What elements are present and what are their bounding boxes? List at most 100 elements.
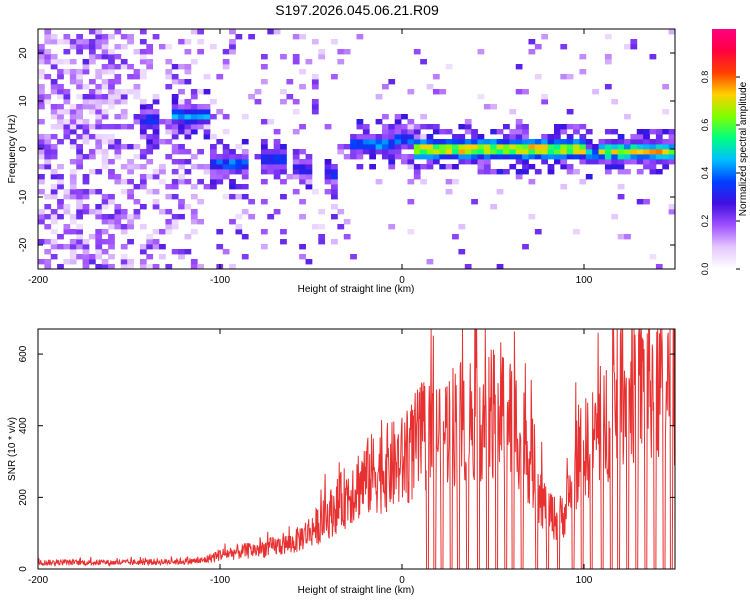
spectrogram-cell xyxy=(178,39,185,45)
spectrogram-cell xyxy=(114,204,122,210)
spectrogram-cell xyxy=(522,139,529,145)
spectrogram-cell xyxy=(57,109,64,115)
spectrogram-cell xyxy=(63,94,71,100)
spectrogram-cell xyxy=(38,189,45,195)
spectrogram-cell xyxy=(63,119,71,125)
spectrogram-cell xyxy=(553,159,561,165)
spectrogram-cell xyxy=(165,224,173,230)
spectrogram-cell xyxy=(101,164,109,170)
spectrogram-cell xyxy=(598,139,606,145)
spectrogram-cell xyxy=(452,144,459,150)
spectrogram-cell xyxy=(63,134,71,140)
spectrogram-cell xyxy=(120,259,128,265)
spectrogram-cell xyxy=(260,169,268,175)
spectrogram-cell xyxy=(241,174,249,180)
spectrogram-cell xyxy=(146,174,154,180)
spectrogram-cell xyxy=(604,59,612,65)
spectrogram-cell xyxy=(503,149,510,155)
spectrogram-cell xyxy=(426,84,434,90)
spectrogram-cell xyxy=(668,154,676,160)
spectrogram-cell xyxy=(133,119,141,125)
spectrogram-x-axis: -200 -100 0 100 xyxy=(28,29,593,286)
spectrogram-cell xyxy=(95,104,103,110)
spectrogram-cell xyxy=(44,144,52,150)
spectrogram-cell xyxy=(171,124,179,130)
spectrogram-cell xyxy=(426,149,434,155)
spectrogram-cell xyxy=(458,149,466,155)
spectrogram-cell xyxy=(69,39,77,45)
spectrogram-cell xyxy=(331,174,338,180)
spectrogram-cell xyxy=(280,169,287,175)
spectrogram-cell xyxy=(413,139,421,145)
spectrogram-cell xyxy=(381,129,389,135)
spectrogram-cell xyxy=(139,59,147,65)
spectrogram-cell xyxy=(38,119,45,125)
spectrogram-cell xyxy=(260,154,268,160)
spectrogram-cell xyxy=(643,154,650,160)
spectrogram-cell xyxy=(280,144,287,150)
spectrogram-cell xyxy=(178,79,185,85)
spectrogram-cell xyxy=(324,169,332,175)
spectrogram-cell xyxy=(420,179,427,185)
spectrogram-cell xyxy=(356,134,364,140)
spectrogram-cell xyxy=(159,169,166,175)
spectrogram-cell xyxy=(280,179,287,185)
spectrogram-cell xyxy=(190,124,198,130)
spectrogram-cell xyxy=(133,164,141,170)
spectrogram-x-tick-label: -200 xyxy=(28,275,48,286)
spectrogram-cell xyxy=(127,224,134,230)
spectrogram-cell xyxy=(407,139,415,145)
spectrogram-cell xyxy=(146,134,154,140)
spectrogram-cell xyxy=(649,154,657,160)
spectrogram-cell xyxy=(184,114,192,120)
spectrogram-cell xyxy=(63,34,71,40)
spectrogram-cell xyxy=(350,254,357,260)
spectrogram-cell xyxy=(630,159,638,165)
spectrogram-cell xyxy=(337,59,345,65)
spectrogram-cell xyxy=(209,184,217,190)
spectrogram-cell xyxy=(407,144,415,150)
spectrogram-cell xyxy=(190,214,198,220)
spectrogram-cell xyxy=(503,154,510,160)
spectrogram-cell xyxy=(76,149,83,155)
spectrogram-cell xyxy=(152,129,160,135)
spectrogram-cell xyxy=(216,74,224,80)
spectrogram-cell xyxy=(57,139,64,145)
spectrogram-cell xyxy=(292,34,300,40)
spectrogram-cell xyxy=(566,124,574,130)
spectrogram-cell xyxy=(114,139,122,145)
spectrogram-cell xyxy=(76,189,83,195)
spectrogram-cell xyxy=(343,49,351,55)
spectrogram-cell xyxy=(324,174,332,180)
spectrogram-cell xyxy=(108,144,115,150)
spectrogram-cell xyxy=(445,189,453,195)
spectrogram-cell xyxy=(101,139,109,145)
spectrogram-cell xyxy=(235,159,243,165)
spectrogram-cell xyxy=(311,109,319,115)
spectrogram-cell xyxy=(445,144,453,150)
spectrogram-cell xyxy=(229,184,236,190)
spectrogram-cell xyxy=(273,169,281,175)
spectrogram-cell xyxy=(604,84,612,90)
spectrogram-cell xyxy=(127,159,134,165)
spectrogram-cell xyxy=(381,114,389,120)
spectrogram-cell xyxy=(88,89,96,95)
spectrogram-cell xyxy=(133,49,141,55)
spectrogram-cell xyxy=(655,154,663,160)
spectrogram-cell xyxy=(114,79,122,85)
spectrogram-cell xyxy=(120,229,128,235)
spectrogram-cell xyxy=(139,249,147,255)
spectrogram-cell xyxy=(350,154,357,160)
spectrogram-cell xyxy=(69,124,77,130)
spectrogram-cell xyxy=(171,219,179,225)
spectrogram-cell xyxy=(439,89,447,95)
spectrogram-cell xyxy=(127,214,134,220)
spectrogram-cell xyxy=(209,154,217,160)
spectrogram-cell xyxy=(120,109,128,115)
spectrogram-cell xyxy=(604,154,612,160)
spectrogram-cell xyxy=(108,224,115,230)
spectrogram-cell xyxy=(452,134,459,140)
spectrogram-cell xyxy=(592,89,599,95)
spectrogram-cell xyxy=(50,34,58,40)
spectrogram-cell xyxy=(636,134,644,140)
